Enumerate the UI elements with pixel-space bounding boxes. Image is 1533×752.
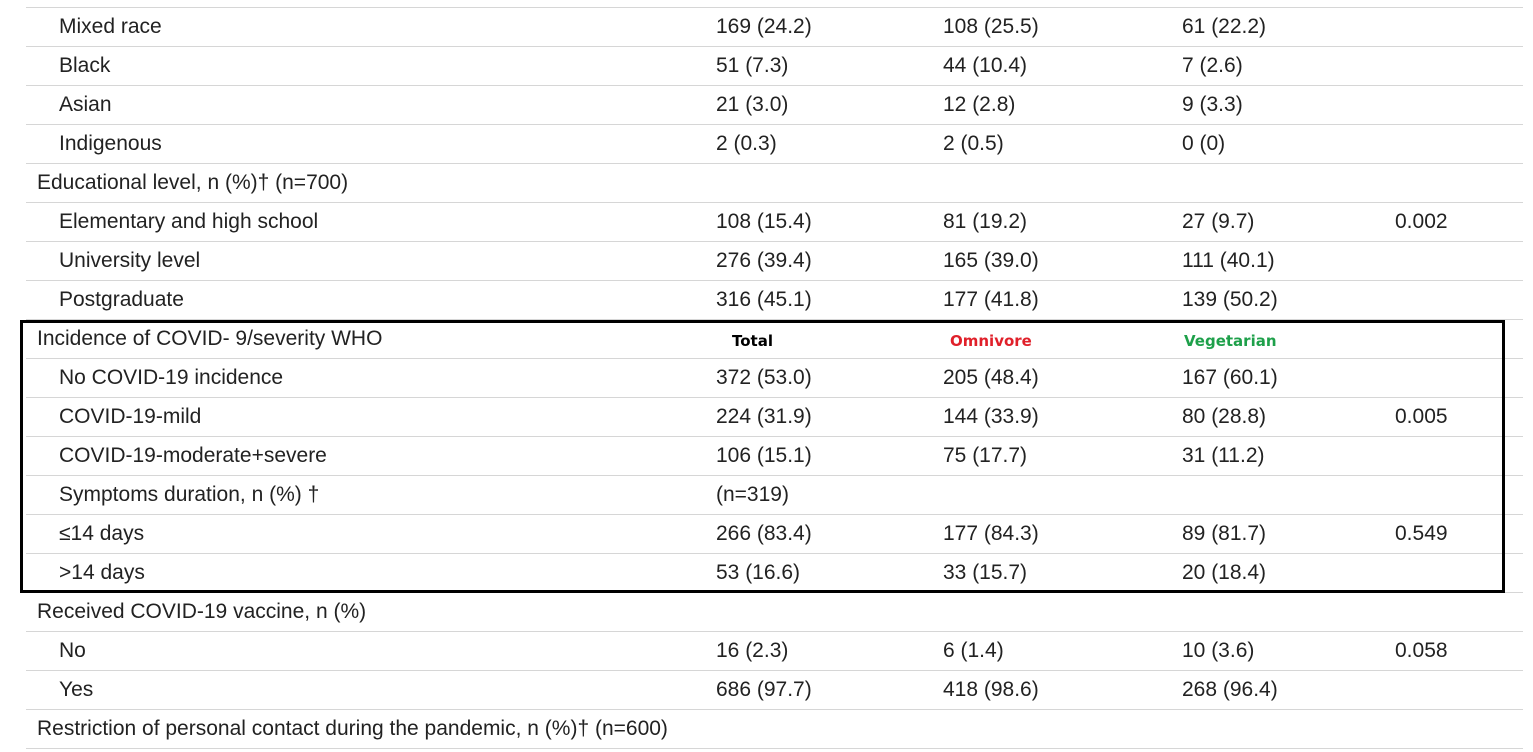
omnivore-column-header: Omnivore [950,332,1032,350]
total-cell: 108 (15.4) [716,210,812,233]
total-cell: 276 (39.4) [716,249,812,272]
table-row: Indigenous 2 (0.3) 2 (0.5) 0 (0) [26,125,1523,164]
total-cell: 53 (16.6) [716,561,801,584]
total-cell: 224 (31.9) [716,405,812,428]
table-row: COVID-19-moderate+severe 106 (15.1) 75 (… [26,437,1523,476]
total-cell: 169 (24.2) [716,15,812,38]
total-cell: 106 (15.1) [716,444,812,467]
total-cell: 266 (83.4) [716,522,812,545]
row-label: Symptoms duration, n (%) † [59,483,320,506]
vegetarian-cell: 31 (11.2) [1182,444,1265,467]
section-label: Educational level, n (%)† (n=700) [37,171,349,194]
row-label: ≤14 days [59,522,145,545]
vegetarian-cell: 111 (40.1) [1182,249,1275,272]
vegetarian-cell: 167 (60.1) [1182,366,1278,389]
total-cell: 316 (45.1) [716,288,812,311]
row-label: Yes [59,678,94,701]
section-label: Received COVID-19 vaccine, n (%) [37,600,367,623]
omnivore-cell: 75 (17.7) [943,444,1028,467]
section-row: Received COVID-19 vaccine, n (%) [26,593,1523,632]
omnivore-cell: 33 (15.7) [943,561,1028,584]
data-table: Mixed race 169 (24.2) 108 (25.5) 61 (22.… [26,7,1523,749]
omnivore-cell: 12 (2.8) [943,93,1016,116]
total-cell: 686 (97.7) [716,678,812,701]
row-label: Postgraduate [59,288,184,311]
vegetarian-cell: 10 (3.6) [1182,639,1255,662]
vegetarian-cell: 0 (0) [1182,132,1226,155]
table-row: COVID-19-mild 224 (31.9) 144 (33.9) 80 (… [26,398,1523,437]
row-label: >14 days [59,561,145,584]
omnivore-cell: 2 (0.5) [943,132,1004,155]
omnivore-cell: 177 (41.8) [943,288,1039,311]
row-label: No [59,639,86,662]
row-label: Elementary and high school [59,210,319,233]
vegetarian-cell: 7 (2.6) [1182,54,1243,77]
omnivore-cell: 205 (48.4) [943,366,1039,389]
section-label: Incidence of COVID- 9/severity WHO [37,327,383,350]
table-row: Postgraduate 316 (45.1) 177 (41.8) 139 (… [26,281,1523,320]
table-row: Asian 21 (3.0) 12 (2.8) 9 (3.3) [26,86,1523,125]
table-row: No 16 (2.3) 6 (1.4) 10 (3.6) 0.058 [26,632,1523,671]
row-label: University level [59,249,201,272]
section-row: Educational level, n (%)† (n=700) [26,164,1523,203]
total-column-header: Total [732,332,773,350]
total-cell: 2 (0.3) [716,132,777,155]
row-label: No COVID-19 incidence [59,366,284,389]
table-row: >14 days 53 (16.6) 33 (15.7) 20 (18.4) [26,554,1523,593]
table-row: University level 276 (39.4) 165 (39.0) 1… [26,242,1523,281]
p-value-cell: 0.005 [1395,405,1448,428]
table-row: Yes 686 (97.7) 418 (98.6) 268 (96.4) [26,671,1523,710]
vegetarian-cell: 20 (18.4) [1182,561,1267,584]
total-cell: 51 (7.3) [716,54,789,77]
p-value-cell: 0.058 [1395,639,1448,662]
vegetarian-cell: 139 (50.2) [1182,288,1278,311]
section-label: Restriction of personal contact during t… [37,717,668,740]
table-row: Mixed race 169 (24.2) 108 (25.5) 61 (22.… [26,8,1523,47]
total-cell: (n=319) [716,483,789,506]
section-row: Restriction of personal contact during t… [26,710,1523,749]
row-label: Indigenous [59,132,162,155]
table-row: No COVID-19 incidence 372 (53.0) 205 (48… [26,359,1523,398]
table-row: Elementary and high school 108 (15.4) 81… [26,203,1523,242]
vegetarian-cell: 61 (22.2) [1182,15,1267,38]
total-cell: 16 (2.3) [716,639,789,662]
omnivore-cell: 81 (19.2) [943,210,1028,233]
row-label: Mixed race [59,15,162,38]
table-row: Symptoms duration, n (%) † (n=319) [26,476,1523,515]
total-cell: 21 (3.0) [716,93,789,116]
total-cell: 372 (53.0) [716,366,812,389]
omnivore-cell: 108 (25.5) [943,15,1039,38]
omnivore-cell: 6 (1.4) [943,639,1004,662]
covid-incidence-header-row: Incidence of COVID- 9/severity WHO Total… [26,320,1523,359]
vegetarian-cell: 89 (81.7) [1182,522,1267,545]
omnivore-cell: 177 (84.3) [943,522,1039,545]
vegetarian-cell: 268 (96.4) [1182,678,1278,701]
row-label: COVID-19-mild [59,405,202,428]
omnivore-cell: 44 (10.4) [943,54,1028,77]
row-label: Black [59,54,111,77]
vegetarian-cell: 27 (9.7) [1182,210,1255,233]
p-value-cell: 0.549 [1395,522,1448,545]
row-label: COVID-19-moderate+severe [59,444,327,467]
table-row: ≤14 days 266 (83.4) 177 (84.3) 89 (81.7)… [26,515,1523,554]
row-label: Asian [59,93,112,116]
vegetarian-column-header: Vegetarian [1184,332,1277,350]
omnivore-cell: 144 (33.9) [943,405,1039,428]
vegetarian-cell: 80 (28.8) [1182,405,1267,428]
omnivore-cell: 418 (98.6) [943,678,1039,701]
vegetarian-cell: 9 (3.3) [1182,93,1243,116]
omnivore-cell: 165 (39.0) [943,249,1039,272]
p-value-cell: 0.002 [1395,210,1448,233]
table-row: Black 51 (7.3) 44 (10.4) 7 (2.6) [26,47,1523,86]
